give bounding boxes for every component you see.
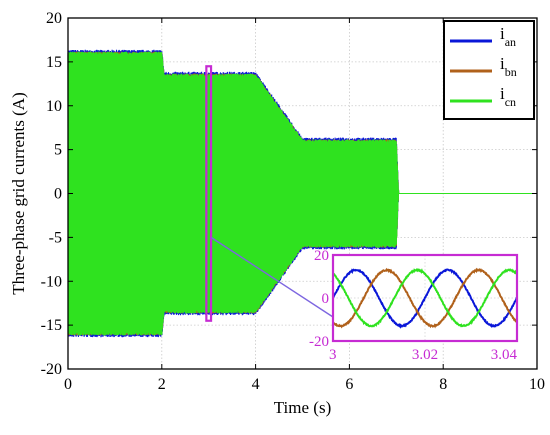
x-axis-label: Time (s) (274, 398, 331, 417)
x-tick-label: 6 (345, 376, 353, 393)
inset-y-tick-label: 0 (322, 291, 330, 307)
inset-series-line-an (332, 268, 518, 329)
x-tick-label: 0 (64, 376, 72, 393)
axis-ticks: 0 2 4 6 8 10 20 15 10 5 0 -5 -10 -15 -20 (41, 10, 545, 393)
y-tick-label: 10 (46, 98, 62, 115)
y-tick-label: 0 (54, 186, 62, 203)
inset-x-tick-label: 3 (329, 347, 337, 363)
y-axis-label: Three-phase grid currents (A) (9, 92, 28, 295)
legend-label-cn: icn (500, 84, 516, 109)
plot-area (67, 49, 537, 338)
x-tick-label: 2 (158, 376, 166, 393)
y-tick-label: 5 (54, 142, 62, 159)
x-tick-label: 4 (252, 376, 260, 393)
highlight-rectangle (205, 65, 213, 322)
y-tick-label: 20 (46, 10, 62, 27)
x-tick-label: 8 (439, 376, 447, 393)
zoom-inset: 20 0 -203 3.02 3.04 (210, 236, 519, 363)
series-line-cn (67, 51, 537, 336)
y-tick-label: -5 (49, 229, 62, 246)
legend: ian ibn icn (443, 20, 535, 120)
legend-label-bn: ibn (500, 54, 517, 79)
legend-label-an: ian (500, 24, 516, 49)
highlight-window (205, 65, 213, 322)
y-tick-label: -15 (41, 317, 62, 334)
inset-y-tick-label: 20 (314, 248, 329, 264)
zoom-connector-line (210, 236, 334, 318)
inset-series-line-bn (332, 267, 518, 329)
inset-series-line-cn (332, 268, 518, 328)
inset-y-tick-label: -20 (309, 334, 329, 350)
y-tick-label: -20 (41, 361, 62, 378)
inset-x-tick-label: 3.04 (491, 347, 518, 363)
y-tick-label: 15 (46, 54, 62, 71)
y-tick-label: -10 (41, 273, 62, 290)
x-tick-label: 10 (529, 376, 545, 393)
inset-frame (331, 253, 519, 343)
inset-x-tick-label: 3.02 (412, 347, 438, 363)
